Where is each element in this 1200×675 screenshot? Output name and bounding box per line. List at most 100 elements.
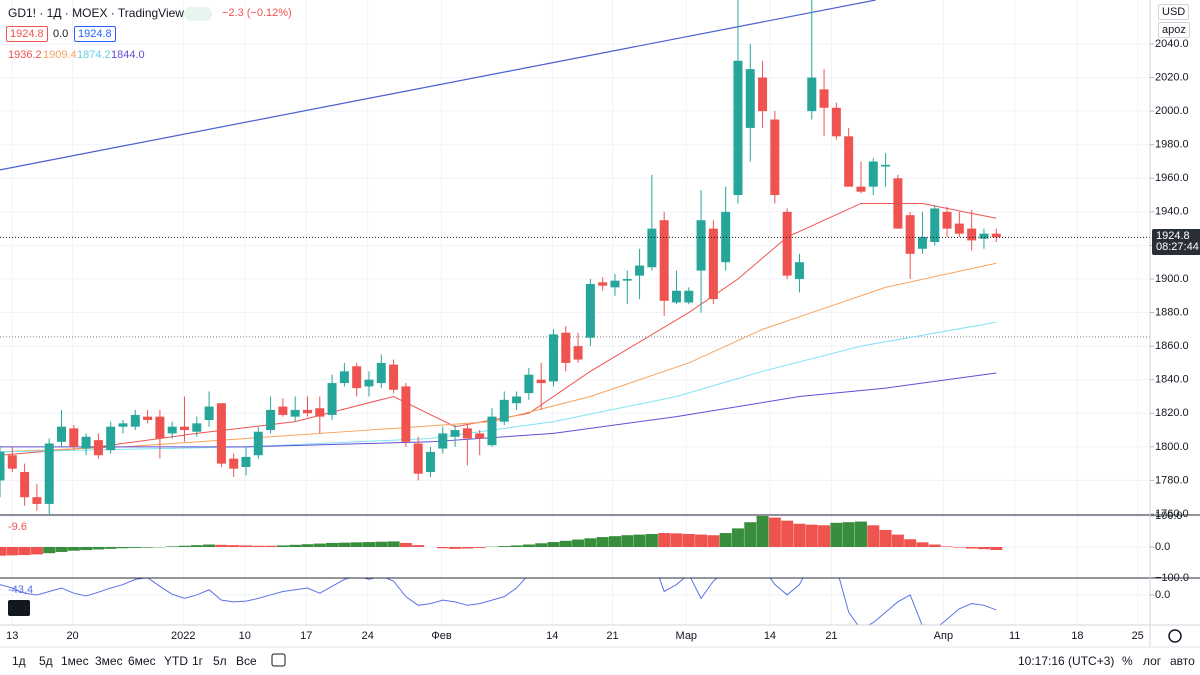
ma-value: 1936.2 <box>8 49 42 61</box>
x-tick-label: 14 <box>546 630 558 642</box>
percent-toggle[interactable]: % <box>1122 654 1133 668</box>
y-tick-label: 0.0 <box>1155 589 1170 601</box>
histogram-bar <box>670 533 683 547</box>
histogram-bar <box>707 535 720 547</box>
candle-body <box>930 208 940 243</box>
candle-body <box>81 436 91 449</box>
y-tick-label: 1860.0 <box>1155 340 1189 352</box>
candle-body <box>856 186 866 192</box>
histogram-bar <box>276 545 289 547</box>
candle-body <box>0 451 5 481</box>
x-tick-label: Апр <box>934 630 953 642</box>
histogram-bar <box>92 546 105 550</box>
candle-body <box>462 428 472 439</box>
range-button[interactable]: 1мес <box>61 654 89 668</box>
ask-price[interactable]: 1924.8 <box>74 26 116 42</box>
candle-body <box>647 228 657 268</box>
candle-body <box>266 409 276 431</box>
bar-countdown: 08:27:44 <box>1156 241 1199 253</box>
histogram-bar <box>695 534 708 547</box>
range-button[interactable]: 1г <box>192 654 204 668</box>
candle-body <box>794 262 804 279</box>
histogram-bar <box>461 546 474 549</box>
histogram-bar <box>449 546 462 549</box>
moving-average <box>0 202 997 456</box>
histogram-bar <box>891 534 904 547</box>
x-tick-label: 10 <box>239 630 251 642</box>
ma-value: 1874.2 <box>77 49 111 61</box>
histogram-bar <box>854 521 867 547</box>
candle-body <box>659 220 669 301</box>
histogram-bar <box>498 546 511 547</box>
scale-select[interactable]: apoz <box>1158 22 1190 38</box>
candle-body <box>20 472 30 498</box>
candle-body <box>954 223 964 234</box>
histogram-bar <box>793 523 806 547</box>
candle-body <box>696 220 706 271</box>
y-tick-label: 1840.0 <box>1155 374 1189 386</box>
candle-body <box>315 408 325 417</box>
histogram-bar <box>412 545 425 547</box>
histogram-bar <box>43 546 56 554</box>
settings-icon[interactable] <box>1168 629 1182 643</box>
candle-body <box>548 334 558 382</box>
candle-body <box>118 423 128 427</box>
auto-toggle[interactable]: авто <box>1170 654 1195 668</box>
histogram-bar <box>0 546 6 556</box>
ma-value: 1909.4 <box>43 49 77 61</box>
histogram-bar <box>375 541 388 547</box>
y-tick-label: 1900.0 <box>1155 273 1189 285</box>
range-button[interactable]: YTD <box>164 654 188 668</box>
symbol-title: GD1! · 1Д · MOEX · TradingView <box>8 6 184 20</box>
candle-body <box>684 290 694 303</box>
histogram-bar <box>67 546 80 551</box>
ma-value: 1844.0 <box>111 49 145 61</box>
candle-body <box>106 426 116 451</box>
range-button[interactable]: 5л <box>213 654 227 668</box>
candle-body <box>253 431 263 456</box>
candle-body <box>241 456 251 467</box>
range-button[interactable]: 3мес <box>95 654 123 668</box>
currency-select[interactable]: USD <box>1158 4 1190 20</box>
histogram-bar <box>203 544 216 547</box>
range-button[interactable]: Все <box>236 654 257 668</box>
histogram-bar <box>658 533 671 547</box>
candle-body <box>487 416 497 446</box>
candle-body <box>155 416 165 439</box>
candle-body <box>364 379 374 387</box>
histogram-bar <box>6 546 19 556</box>
candle-body <box>905 215 915 254</box>
y-tick-label: 1760.0 <box>1155 508 1189 520</box>
range-button[interactable]: 6мес <box>128 654 156 668</box>
histogram-bar <box>559 540 572 547</box>
y-tick-label: 1820.0 <box>1155 407 1189 419</box>
candle-body <box>770 119 780 196</box>
range-button[interactable]: 1д <box>12 654 26 668</box>
log-toggle[interactable]: лог <box>1143 654 1162 668</box>
candle-body <box>278 406 288 415</box>
status-badge <box>184 7 212 21</box>
range-button[interactable]: 5д <box>39 654 53 668</box>
histogram-bar <box>301 544 314 547</box>
histogram-bar <box>129 546 142 548</box>
candle-body <box>143 416 153 420</box>
histogram-bar <box>818 525 831 547</box>
candle-body <box>302 409 312 414</box>
y-tick-label: 1960.0 <box>1155 172 1189 184</box>
histogram-bar <box>18 546 31 556</box>
compare-icon[interactable] <box>271 653 286 667</box>
y-tick-label: 2000.0 <box>1155 105 1189 117</box>
x-tick-label: 13 <box>6 630 18 642</box>
candle-body <box>204 406 214 420</box>
histogram-bar <box>645 533 658 547</box>
histogram-bar <box>104 546 117 549</box>
moving-average <box>0 321 997 453</box>
candle-body <box>671 290 681 303</box>
histogram-bar <box>190 545 203 547</box>
histogram-bar <box>227 545 240 547</box>
candle-body <box>352 366 362 389</box>
histogram-bar <box>289 544 302 547</box>
bid-price[interactable]: 1924.8 <box>6 26 48 42</box>
